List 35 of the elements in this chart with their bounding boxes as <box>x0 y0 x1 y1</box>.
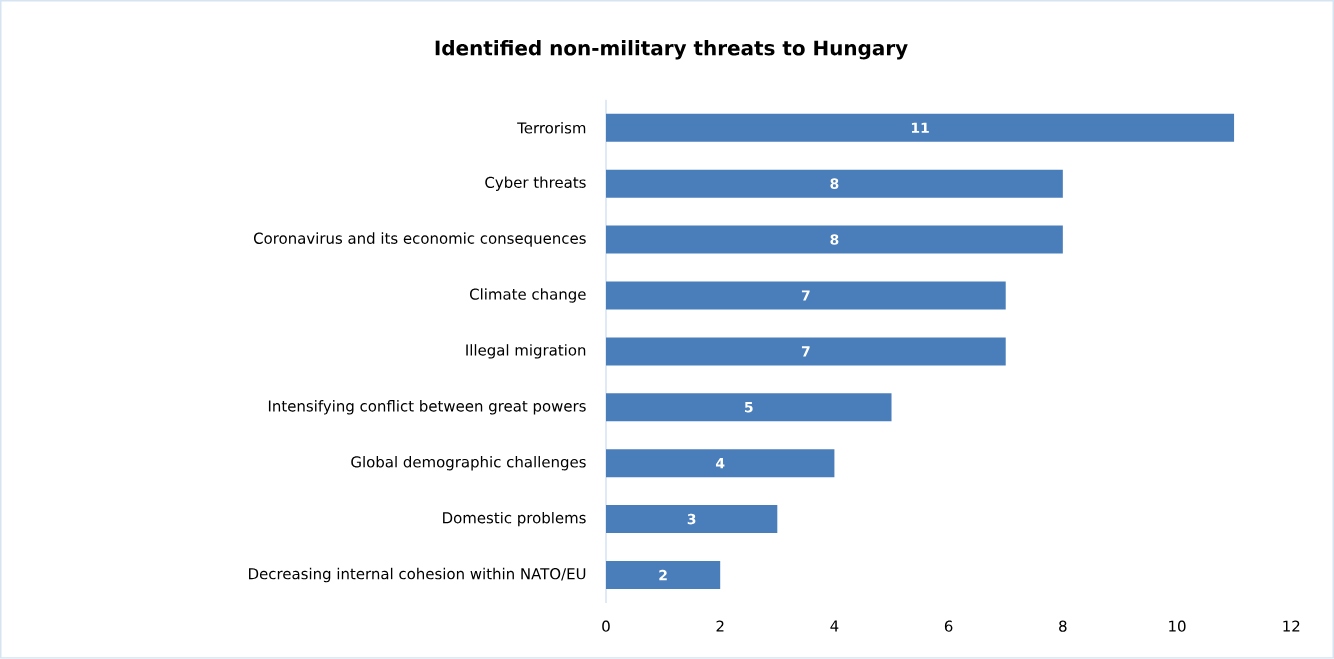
bar <box>605 393 892 422</box>
bar <box>605 113 1235 142</box>
x-tick-label: 10 <box>1169 620 1186 632</box>
data-label: 7 <box>801 290 810 301</box>
bar <box>605 449 835 478</box>
data-label: 3 <box>687 513 696 525</box>
y-tick-label: Coronavirus and its economic consequences <box>253 232 586 247</box>
y-tick-label: Decreasing internal cohesion within NATO/EU <box>249 567 586 583</box>
bar <box>605 281 1006 310</box>
data-label: 8 <box>830 178 839 190</box>
x-tick-label: 12 <box>1283 620 1300 632</box>
data-label: 4 <box>715 458 725 469</box>
data-label: 7 <box>801 346 810 357</box>
y-tick-label: Global demographic challenges <box>351 456 586 471</box>
x-tick-label: 4 <box>830 620 839 632</box>
y-tick-label: Domestic problems <box>443 512 586 527</box>
y-tick-label: Terrorism <box>517 122 586 134</box>
y-tick-label: Climate change <box>470 288 586 303</box>
bar <box>605 169 1063 198</box>
y-tick-label: Cyber threats <box>485 176 586 192</box>
data-label: 2 <box>659 569 667 581</box>
x-tick-label: 6 <box>944 620 953 632</box>
bar <box>605 505 778 534</box>
bar <box>605 337 1006 366</box>
data-label: 5 <box>744 402 753 413</box>
x-tick-label: 0 <box>602 620 610 632</box>
y-tick-label: Illegal migration <box>466 344 586 359</box>
x-tick-label: 2 <box>716 620 724 632</box>
bar <box>605 225 1063 254</box>
x-tick-label: 8 <box>1059 620 1067 632</box>
chart-title: Identified non-military threats to Hungary <box>435 40 908 60</box>
data-label: 8 <box>830 234 839 245</box>
data-label: 11 <box>911 122 929 133</box>
y-tick-label: Intensifying conflict between great powers <box>268 400 586 415</box>
bar <box>605 561 721 590</box>
